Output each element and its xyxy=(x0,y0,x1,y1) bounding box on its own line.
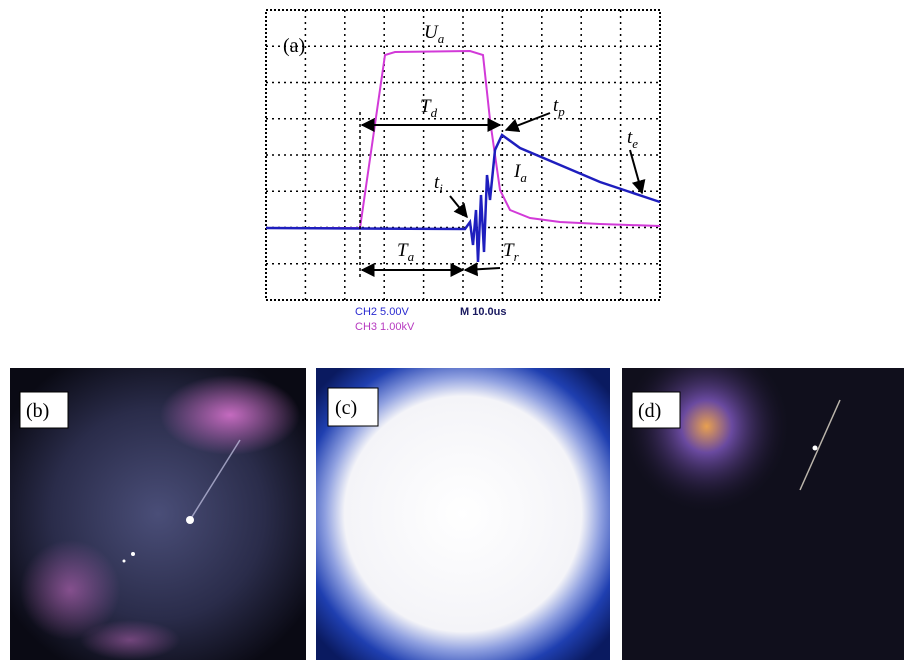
scope-panel: (a) xyxy=(266,10,660,300)
panel-label: (c) xyxy=(335,397,357,419)
panel-label: (b) xyxy=(26,400,49,422)
annotation-subscript: d xyxy=(431,105,438,120)
annotation-subscript: a xyxy=(408,249,415,264)
panel-label: (d) xyxy=(638,400,661,422)
photo-d: (d) xyxy=(622,368,904,660)
annotation-subscript: p xyxy=(557,104,565,119)
ch2-readout: CH2 5.00V xyxy=(355,306,409,318)
photo-c: (c) xyxy=(316,368,610,660)
panel-label: (a) xyxy=(283,35,305,57)
annotation-subscript: a xyxy=(520,170,527,185)
ch3-readout: CH3 1.00kV xyxy=(355,321,415,333)
annotation-subscript: e xyxy=(632,136,638,151)
annotation-subscript: i xyxy=(439,181,443,196)
annotation-subscript: a xyxy=(438,31,445,46)
timebase-readout: M 10.0us xyxy=(460,306,506,318)
figure: (a) UaTdtptetiIaTaTr CH2 5.00V CH3 1.00k… xyxy=(0,0,904,660)
photo-b: (b) xyxy=(10,368,306,660)
